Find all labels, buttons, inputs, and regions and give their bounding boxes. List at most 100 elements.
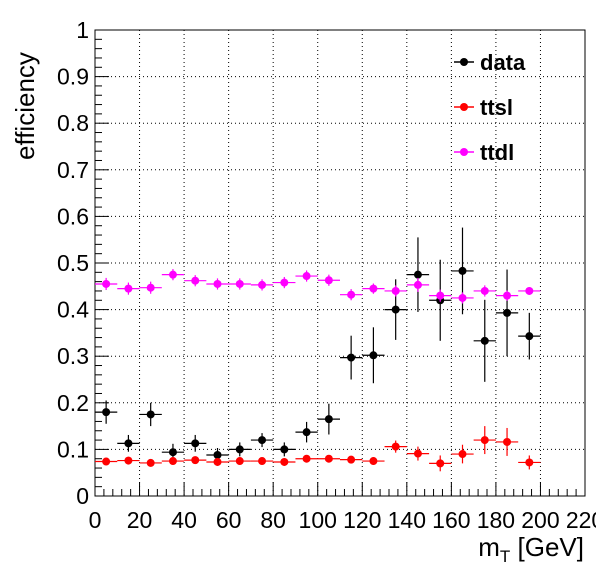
marker bbox=[213, 279, 222, 288]
data-point bbox=[518, 286, 541, 295]
series-ttdl bbox=[95, 269, 541, 304]
data-point bbox=[250, 433, 274, 448]
data-point bbox=[317, 454, 340, 463]
series-ttsl bbox=[95, 426, 541, 472]
marker bbox=[369, 457, 378, 466]
legend-label: data bbox=[480, 50, 526, 75]
marker bbox=[369, 284, 378, 293]
marker bbox=[168, 270, 177, 279]
legend-entry-data: data bbox=[454, 50, 526, 75]
data-point bbox=[340, 455, 363, 464]
marker bbox=[436, 459, 445, 468]
y-tick-label: 0.1 bbox=[57, 436, 89, 462]
data-point bbox=[362, 283, 385, 294]
x-tick-label: 20 bbox=[127, 507, 153, 533]
marker bbox=[124, 439, 133, 448]
data-point bbox=[518, 455, 541, 470]
marker bbox=[191, 276, 200, 285]
data-point bbox=[451, 292, 474, 304]
y-tick-label: 0.8 bbox=[57, 110, 89, 136]
marker bbox=[102, 279, 111, 288]
y-tick-label: 0.9 bbox=[57, 64, 89, 90]
marker bbox=[235, 457, 244, 466]
marker bbox=[102, 457, 111, 466]
data-point bbox=[161, 269, 185, 281]
x-tick-label: 80 bbox=[260, 507, 286, 533]
y-tick-label: 0.6 bbox=[57, 203, 89, 229]
marker bbox=[347, 455, 356, 464]
marker bbox=[324, 415, 333, 424]
data-point bbox=[139, 402, 162, 427]
marker bbox=[525, 458, 534, 467]
x-tick-label: 180 bbox=[477, 507, 515, 533]
data-point bbox=[161, 457, 185, 466]
marker bbox=[458, 266, 467, 275]
marker bbox=[347, 353, 356, 362]
marker bbox=[168, 448, 177, 457]
data-point bbox=[340, 289, 363, 301]
data-point bbox=[451, 444, 474, 464]
marker bbox=[280, 457, 289, 466]
x-tick-label: 60 bbox=[216, 507, 242, 533]
data-point bbox=[429, 289, 452, 302]
y-axis-ticks: 0 0.1 0.2 0.3 0.4 0.5 0.6 0.7 0.8 0.9 1 bbox=[57, 17, 109, 509]
marker bbox=[503, 291, 512, 300]
grid-lines bbox=[95, 30, 585, 496]
marker bbox=[324, 454, 333, 463]
legend-entry-ttsl: ttsl bbox=[454, 95, 513, 120]
data-point bbox=[139, 281, 162, 294]
data-point bbox=[495, 269, 519, 357]
marker bbox=[168, 457, 177, 466]
marker bbox=[391, 286, 400, 295]
data-point bbox=[406, 277, 430, 292]
marker bbox=[213, 450, 222, 459]
data-point bbox=[384, 440, 407, 453]
x-tick-label: 160 bbox=[432, 507, 470, 533]
x-axis-label-main: m bbox=[478, 532, 500, 562]
data-point bbox=[429, 455, 452, 472]
marker bbox=[302, 272, 311, 281]
marker bbox=[258, 280, 267, 289]
marker bbox=[480, 336, 489, 345]
data-point bbox=[95, 400, 118, 424]
marker bbox=[391, 442, 400, 451]
data-point bbox=[362, 327, 385, 384]
marker bbox=[191, 456, 200, 465]
marker bbox=[503, 437, 512, 446]
marker bbox=[235, 279, 244, 288]
marker bbox=[347, 290, 356, 299]
data-point bbox=[273, 276, 296, 289]
y-tick-label: 1 bbox=[76, 17, 89, 43]
data-point bbox=[139, 458, 162, 467]
marker bbox=[124, 456, 133, 465]
data-point bbox=[340, 335, 363, 380]
legend-label: ttsl bbox=[480, 95, 513, 120]
data-point bbox=[117, 282, 140, 295]
marker bbox=[146, 458, 155, 467]
y-tick-label: 0.7 bbox=[57, 157, 89, 183]
data-point bbox=[250, 279, 274, 291]
marker bbox=[302, 454, 311, 463]
data-point bbox=[95, 457, 118, 466]
data-point bbox=[184, 434, 207, 452]
marker bbox=[124, 284, 133, 293]
data-point bbox=[117, 456, 140, 465]
y-tick-label: 0.5 bbox=[57, 250, 89, 276]
legend-label: ttdl bbox=[480, 140, 514, 165]
data-point bbox=[228, 278, 251, 290]
marker bbox=[480, 436, 489, 445]
y-tick-label: 0 bbox=[76, 483, 89, 509]
x-tick-label: 140 bbox=[388, 507, 426, 533]
data-point bbox=[518, 312, 541, 360]
data-point bbox=[295, 421, 318, 443]
marker bbox=[302, 428, 311, 437]
y-tick-label: 0.3 bbox=[57, 343, 89, 369]
marker bbox=[369, 351, 378, 360]
data-point bbox=[206, 457, 229, 466]
data-point bbox=[95, 277, 118, 291]
marker bbox=[413, 270, 422, 279]
data-point bbox=[495, 290, 519, 301]
data-point bbox=[295, 270, 318, 282]
marker bbox=[191, 439, 200, 448]
